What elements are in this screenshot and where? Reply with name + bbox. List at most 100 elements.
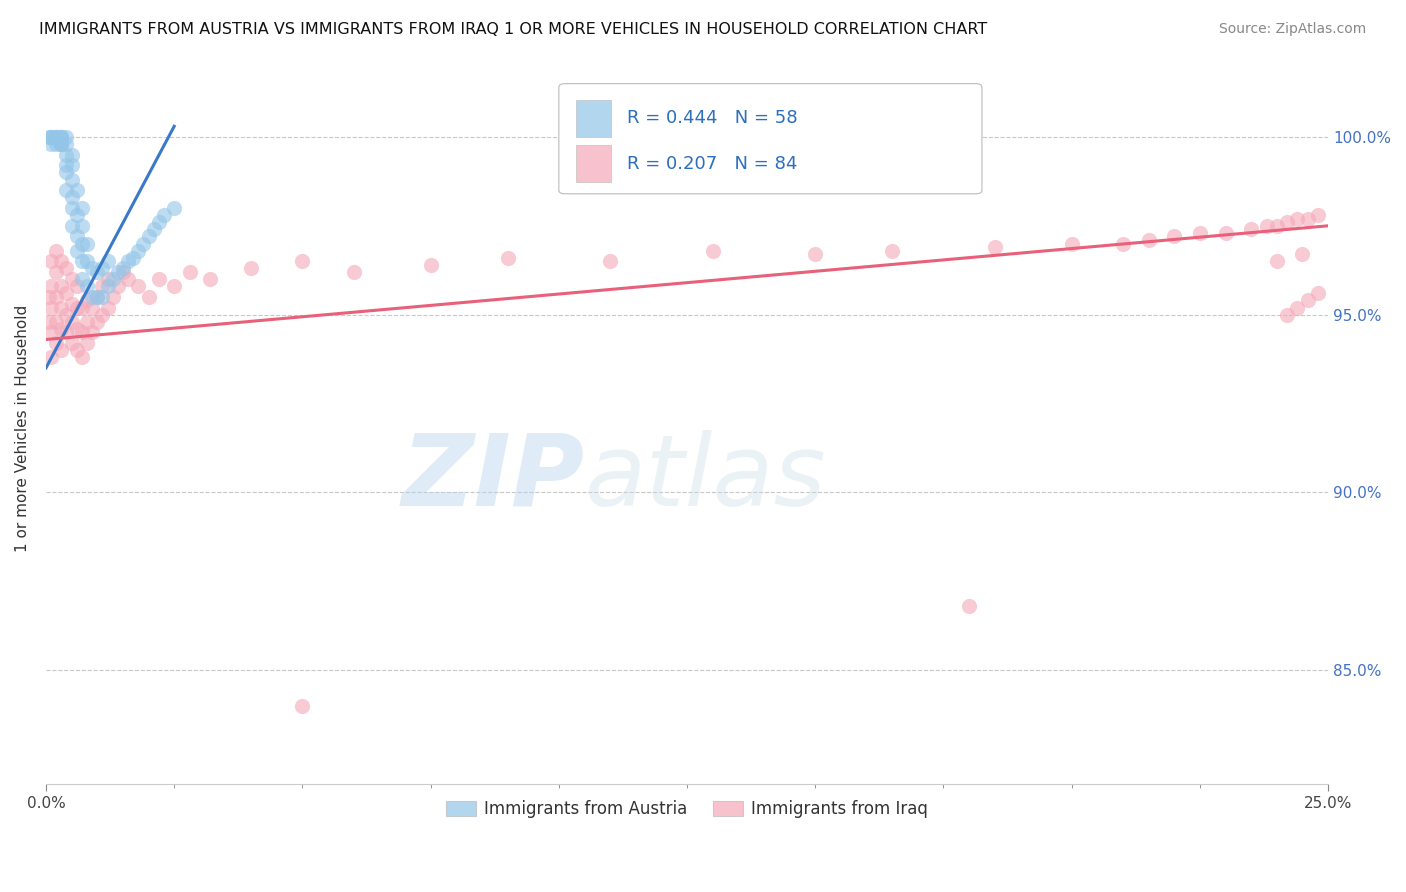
Point xyxy=(82,290,104,304)
Point xyxy=(55,165,77,179)
Point xyxy=(51,279,73,293)
Point xyxy=(60,336,83,351)
Point xyxy=(117,254,139,268)
Point xyxy=(96,254,118,268)
Point xyxy=(51,130,73,145)
Y-axis label: 1 or more Vehicles in Household: 1 or more Vehicles in Household xyxy=(15,305,30,552)
Point xyxy=(55,130,77,145)
Point xyxy=(51,130,73,145)
Point xyxy=(132,236,155,251)
Point xyxy=(60,190,83,204)
Point xyxy=(51,136,73,151)
Point xyxy=(60,158,83,172)
Point xyxy=(111,265,134,279)
Point xyxy=(55,326,77,340)
Point xyxy=(138,290,160,304)
Point xyxy=(82,326,104,340)
Point xyxy=(96,301,118,315)
Point xyxy=(1306,208,1329,222)
Point xyxy=(38,315,60,329)
Point xyxy=(96,272,118,286)
Point xyxy=(76,315,98,329)
Point xyxy=(39,279,62,293)
Point xyxy=(86,315,108,329)
Point xyxy=(148,215,170,229)
Point xyxy=(66,229,89,244)
Point xyxy=(91,290,114,304)
Point xyxy=(66,244,89,258)
Point xyxy=(39,130,62,145)
Point xyxy=(60,315,83,329)
Point xyxy=(51,254,73,268)
Point xyxy=(51,343,73,358)
Point xyxy=(55,183,77,197)
Point xyxy=(55,286,77,301)
Point xyxy=(51,130,73,145)
Point xyxy=(1188,226,1211,240)
Point xyxy=(70,301,93,315)
Text: R = 0.207   N = 84: R = 0.207 N = 84 xyxy=(627,154,797,172)
Text: Source: ZipAtlas.com: Source: ZipAtlas.com xyxy=(1219,22,1367,37)
Point xyxy=(101,272,124,286)
Point xyxy=(1291,247,1313,261)
Point xyxy=(45,290,67,304)
Point xyxy=(1265,254,1288,268)
Point xyxy=(39,254,62,268)
Point xyxy=(179,265,201,279)
Point xyxy=(1286,301,1309,315)
Point xyxy=(70,201,93,215)
Point xyxy=(1275,215,1298,229)
Point xyxy=(66,183,89,197)
Point xyxy=(76,293,98,308)
Point xyxy=(66,343,89,358)
Point xyxy=(60,272,83,286)
Point xyxy=(45,336,67,351)
Point xyxy=(496,251,519,265)
Point xyxy=(198,272,221,286)
Point xyxy=(45,130,67,145)
Point xyxy=(984,240,1007,254)
Point xyxy=(127,279,149,293)
Point xyxy=(1112,236,1135,251)
Bar xyxy=(575,145,612,182)
Point xyxy=(55,308,77,322)
Point xyxy=(51,136,73,151)
Point xyxy=(148,272,170,286)
Point xyxy=(70,351,93,365)
Text: atlas: atlas xyxy=(585,430,827,526)
Point xyxy=(66,301,89,315)
Point xyxy=(1306,286,1329,301)
Point xyxy=(882,244,904,258)
Point xyxy=(91,308,114,322)
Point xyxy=(60,201,83,215)
Point xyxy=(76,254,98,268)
Point xyxy=(45,265,67,279)
Point xyxy=(39,130,62,145)
Point xyxy=(127,244,149,258)
Point xyxy=(1215,226,1237,240)
Point xyxy=(163,279,186,293)
Point xyxy=(1060,236,1083,251)
Point xyxy=(599,254,621,268)
Point xyxy=(45,136,67,151)
Point xyxy=(55,158,77,172)
Point xyxy=(1296,293,1319,308)
Point xyxy=(76,279,98,293)
Point xyxy=(91,261,114,276)
Point xyxy=(70,272,93,286)
Point xyxy=(86,290,108,304)
Point xyxy=(957,599,980,613)
Point xyxy=(51,301,73,315)
Point xyxy=(117,272,139,286)
Point xyxy=(70,219,93,233)
Point xyxy=(142,222,165,236)
Point xyxy=(1265,219,1288,233)
Point xyxy=(39,136,62,151)
Point xyxy=(39,301,62,315)
Point xyxy=(343,265,366,279)
Point xyxy=(45,315,67,329)
Text: R = 0.444   N = 58: R = 0.444 N = 58 xyxy=(627,109,797,128)
Point xyxy=(86,265,108,279)
Point xyxy=(55,147,77,161)
Point xyxy=(107,279,129,293)
